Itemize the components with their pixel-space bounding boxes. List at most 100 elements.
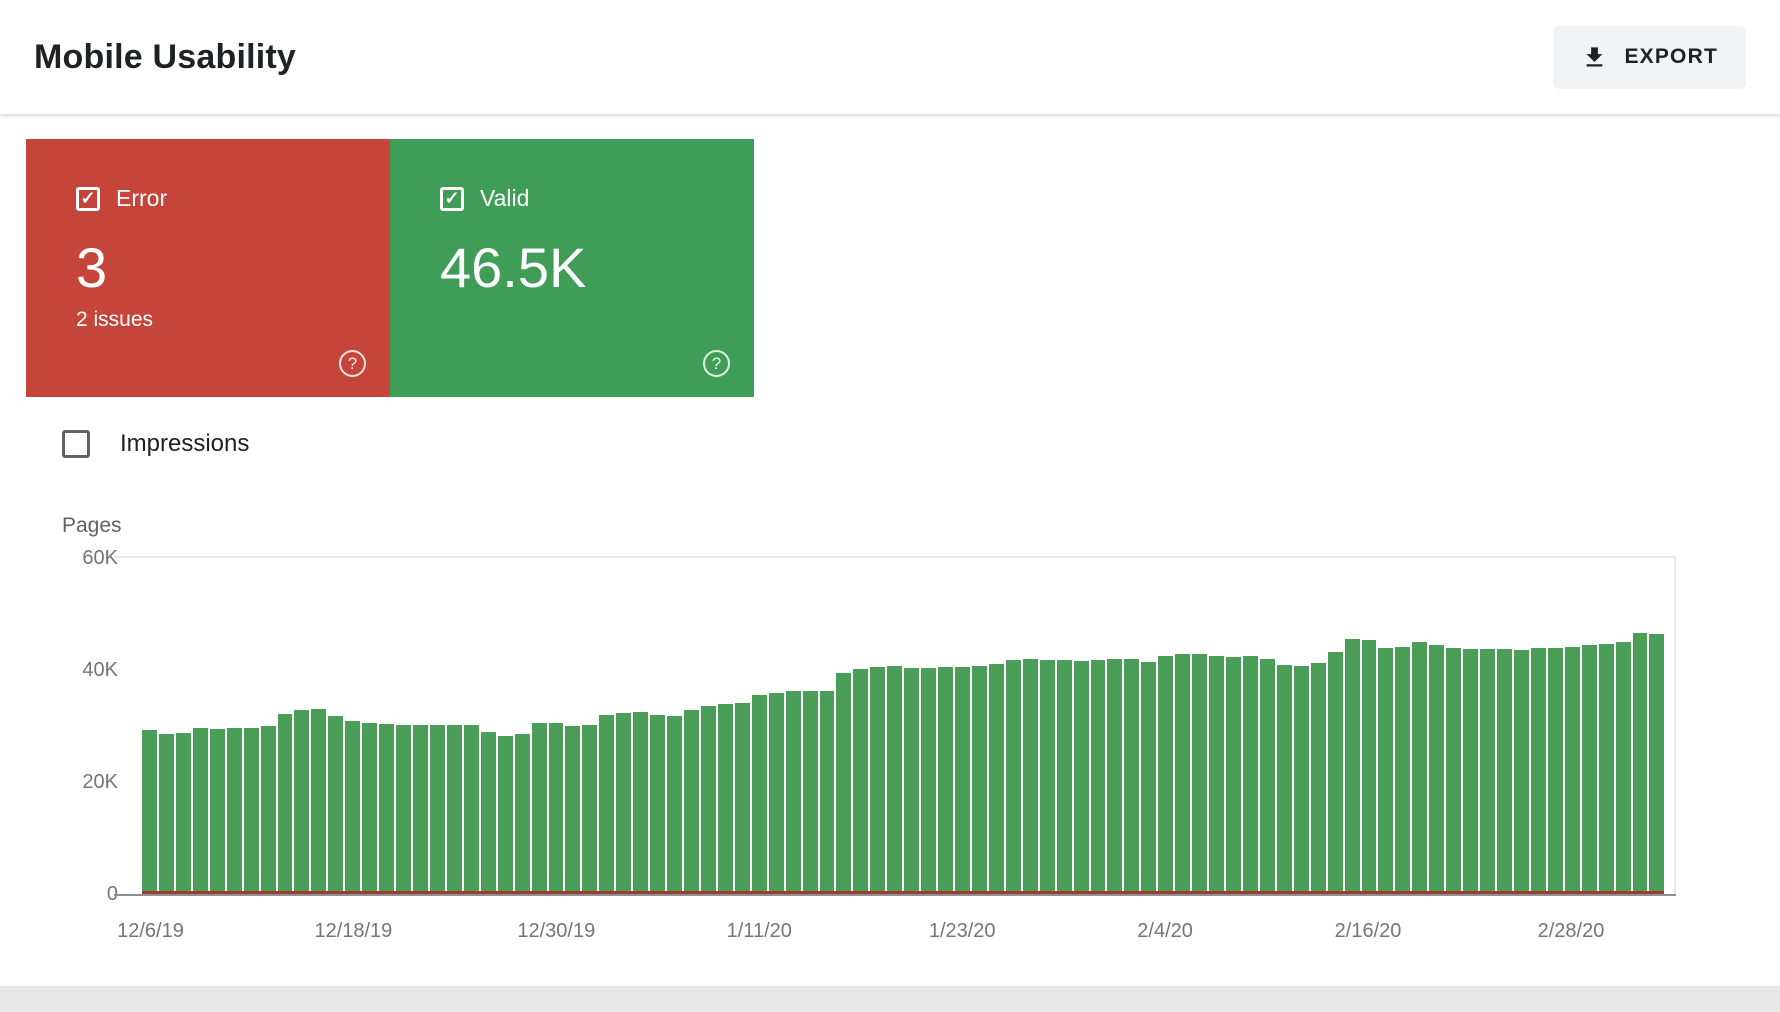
valid-bar[interactable] xyxy=(1497,649,1512,894)
valid-bar[interactable] xyxy=(1632,633,1648,894)
valid-bar[interactable] xyxy=(463,725,479,894)
valid-bar[interactable] xyxy=(717,704,733,894)
valid-bar[interactable] xyxy=(311,709,327,894)
valid-bar[interactable] xyxy=(1564,647,1580,894)
error-card[interactable]: Error 3 2 issues xyxy=(26,139,390,397)
valid-bar[interactable] xyxy=(1649,634,1665,894)
valid-bar[interactable] xyxy=(362,723,378,894)
valid-bar[interactable] xyxy=(1378,648,1394,894)
valid-bar[interactable] xyxy=(785,691,801,894)
error-checkbox[interactable] xyxy=(76,186,100,211)
valid-bar[interactable] xyxy=(1073,661,1089,894)
valid-bar[interactable] xyxy=(175,733,191,894)
valid-bar[interactable] xyxy=(1344,639,1360,894)
valid-bar[interactable] xyxy=(1530,648,1546,894)
valid-bar[interactable] xyxy=(1293,666,1309,894)
valid-bar[interactable] xyxy=(379,724,395,894)
valid-card[interactable]: Valid 46.5K xyxy=(390,139,754,397)
valid-bar[interactable] xyxy=(565,726,581,894)
valid-bar[interactable] xyxy=(1446,648,1462,894)
valid-bar[interactable] xyxy=(142,730,157,894)
valid-bar[interactable] xyxy=(192,728,208,894)
valid-bar[interactable] xyxy=(345,721,361,894)
valid-bar[interactable] xyxy=(429,725,445,894)
valid-bar[interactable] xyxy=(1022,659,1038,894)
valid-bar[interactable] xyxy=(260,726,276,894)
valid-bar[interactable] xyxy=(650,715,666,894)
valid-bar[interactable] xyxy=(955,667,970,894)
valid-bar[interactable] xyxy=(1361,640,1377,894)
valid-bar[interactable] xyxy=(870,667,886,894)
valid-bar[interactable] xyxy=(480,732,496,894)
valid-bar[interactable] xyxy=(514,734,530,894)
valid-bar[interactable] xyxy=(921,668,937,894)
valid-bar[interactable] xyxy=(751,695,767,894)
valid-bar[interactable] xyxy=(328,716,344,894)
impressions-toggle[interactable]: Impressions xyxy=(62,430,249,458)
valid-bar[interactable] xyxy=(734,703,750,894)
valid-bar[interactable] xyxy=(853,669,869,894)
valid-bar[interactable] xyxy=(904,668,920,894)
valid-bar[interactable] xyxy=(616,713,632,894)
valid-bar[interactable] xyxy=(819,691,835,894)
valid-bar[interactable] xyxy=(599,715,615,894)
valid-checkbox[interactable] xyxy=(440,186,464,211)
valid-bar[interactable] xyxy=(446,725,462,894)
valid-bar[interactable] xyxy=(1209,656,1224,894)
valid-bar[interactable] xyxy=(1242,656,1258,894)
valid-bar[interactable] xyxy=(1124,659,1140,894)
valid-bar[interactable] xyxy=(1090,660,1106,894)
help-icon[interactable] xyxy=(339,350,366,377)
valid-bar[interactable] xyxy=(1056,660,1072,894)
valid-bar[interactable] xyxy=(294,710,310,894)
valid-bar[interactable] xyxy=(1513,650,1529,894)
valid-bar[interactable] xyxy=(226,728,242,894)
impressions-checkbox[interactable] xyxy=(62,430,90,458)
valid-bar[interactable] xyxy=(1412,642,1428,894)
valid-bar[interactable] xyxy=(1581,645,1597,894)
valid-bar[interactable] xyxy=(531,723,547,894)
valid-bar[interactable] xyxy=(1259,659,1275,894)
valid-bar[interactable] xyxy=(582,725,598,894)
valid-bar[interactable] xyxy=(1598,644,1614,894)
valid-bar[interactable] xyxy=(396,725,411,894)
valid-bar[interactable] xyxy=(1327,652,1343,894)
valid-bar[interactable] xyxy=(1480,649,1495,894)
valid-bar[interactable] xyxy=(243,728,259,894)
valid-bar[interactable] xyxy=(1175,654,1191,894)
valid-bar[interactable] xyxy=(1141,662,1157,894)
valid-bar[interactable] xyxy=(1395,647,1411,894)
valid-bar[interactable] xyxy=(277,714,293,894)
valid-bar[interactable] xyxy=(836,673,852,894)
valid-bar[interactable] xyxy=(700,706,716,894)
valid-bar[interactable] xyxy=(548,723,564,894)
valid-bar[interactable] xyxy=(1158,656,1174,894)
valid-bar[interactable] xyxy=(497,736,513,894)
valid-bar[interactable] xyxy=(1429,645,1445,894)
help-icon[interactable] xyxy=(703,350,730,377)
valid-bar[interactable] xyxy=(1005,660,1021,894)
valid-bar[interactable] xyxy=(684,710,699,894)
gridline-60k xyxy=(114,556,1676,558)
valid-bar[interactable] xyxy=(988,664,1004,894)
valid-bar[interactable] xyxy=(1615,642,1631,894)
valid-bar[interactable] xyxy=(1226,657,1241,894)
valid-bar[interactable] xyxy=(1463,649,1479,894)
export-button[interactable]: EXPORT xyxy=(1553,25,1746,89)
valid-bar[interactable] xyxy=(1310,663,1326,894)
valid-bar[interactable] xyxy=(887,666,903,894)
valid-bar[interactable] xyxy=(1276,665,1292,894)
valid-bar[interactable] xyxy=(667,716,682,894)
valid-bar[interactable] xyxy=(971,666,987,894)
valid-bar[interactable] xyxy=(633,712,649,894)
valid-bar[interactable] xyxy=(158,734,174,894)
valid-bar[interactable] xyxy=(1547,648,1563,894)
valid-bar[interactable] xyxy=(413,725,428,894)
valid-bar[interactable] xyxy=(1192,654,1208,894)
valid-bar[interactable] xyxy=(938,667,953,894)
valid-bar[interactable] xyxy=(1039,660,1055,894)
valid-bar[interactable] xyxy=(802,691,818,894)
valid-bar[interactable] xyxy=(209,729,225,894)
valid-bar[interactable] xyxy=(768,693,784,894)
valid-bar[interactable] xyxy=(1107,659,1123,894)
